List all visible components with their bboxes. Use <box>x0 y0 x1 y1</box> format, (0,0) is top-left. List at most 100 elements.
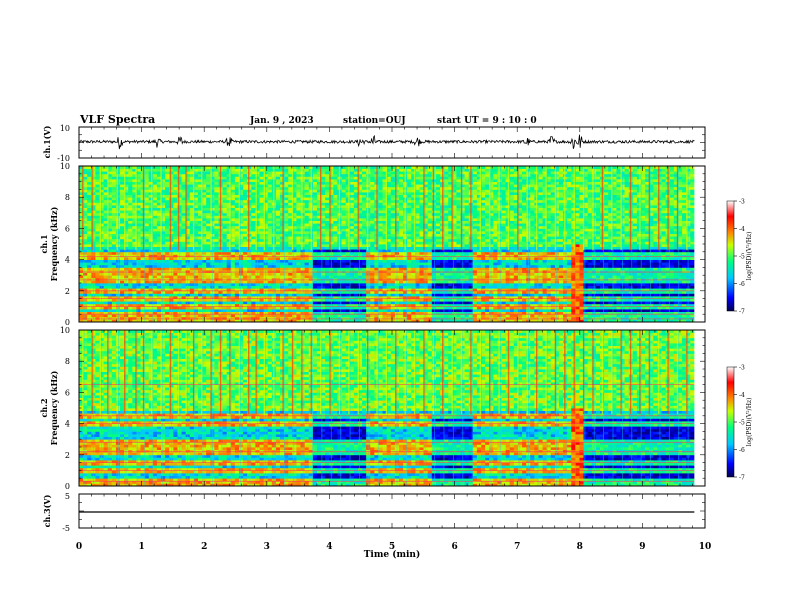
spectrogram-cell <box>333 210 338 213</box>
spectrogram-cell <box>288 275 293 278</box>
spectrogram-cell <box>218 309 223 312</box>
spectrogram-cell <box>333 254 338 257</box>
spectrogram-cell <box>132 301 137 304</box>
spectrogram-cell <box>403 254 408 257</box>
spectrogram-cell <box>305 299 310 302</box>
spectrogram-cell <box>366 301 371 304</box>
spectrogram-cell <box>145 179 150 182</box>
spectrogram-cell <box>227 283 232 286</box>
spectrogram-cell <box>276 169 281 172</box>
spectrogram-cell <box>190 280 195 283</box>
spectrogram-cell <box>296 174 301 177</box>
spectrogram-cell <box>128 270 133 273</box>
spectrogram-cell <box>305 187 310 190</box>
spectrogram-cell <box>272 254 277 257</box>
spectrogram-cell <box>165 197 170 200</box>
spectrogram-cell <box>305 202 310 205</box>
spectrogram-cell <box>235 260 240 263</box>
spectrogram-cell <box>87 293 92 296</box>
spectrogram-cell <box>218 254 223 257</box>
spectrogram-cell <box>153 249 158 252</box>
spectrogram-cell <box>120 182 125 185</box>
spectrogram-cell <box>182 252 187 255</box>
spectrogram-cell <box>342 291 347 294</box>
spectrogram-cell <box>247 231 252 234</box>
spectrogram-cell <box>296 306 301 309</box>
spectrogram-cell <box>399 187 404 190</box>
spectrogram-cell <box>247 262 252 265</box>
spectrogram-cell <box>346 257 351 260</box>
spectrogram-cell <box>145 231 150 234</box>
spectrogram-cell <box>370 299 375 302</box>
spectrogram-cell <box>280 228 285 231</box>
spectrogram-cell <box>305 213 310 216</box>
spectrogram-cell <box>280 210 285 213</box>
spectrogram-cell <box>403 301 408 304</box>
spectrogram-cell <box>403 314 408 317</box>
spectrogram-cell <box>173 265 178 268</box>
spectrogram-cell <box>251 244 256 247</box>
spectrogram-cell <box>280 317 285 320</box>
spectrogram-cell <box>280 247 285 250</box>
spectrogram-cell <box>370 293 375 296</box>
spectrogram-cell <box>87 231 92 234</box>
spectrogram-cell <box>214 280 219 283</box>
spectrogram-cell <box>276 260 281 263</box>
spectrogram-cell <box>288 280 293 283</box>
spectrogram-cell <box>358 283 363 286</box>
spectrogram-cell <box>333 171 338 174</box>
spectrogram-cell <box>128 208 133 211</box>
spectrogram-cell <box>366 252 371 255</box>
spectrogram-cell <box>333 293 338 296</box>
spectrogram-cell <box>198 280 203 283</box>
spectrogram-cell <box>296 273 301 276</box>
spectrogram-cell <box>165 226 170 229</box>
spectrogram-cell <box>247 169 252 172</box>
spectrogram-cell <box>235 283 240 286</box>
spectrogram-cell <box>153 241 158 244</box>
spectrogram-cell <box>190 283 195 286</box>
spectrogram-cell <box>313 309 318 312</box>
spectrogram-cell <box>251 317 256 320</box>
spectrogram-cell <box>153 270 158 273</box>
spectrogram-cell <box>145 171 150 174</box>
spectrogram-cell <box>87 252 92 255</box>
spectrogram-cell <box>333 247 338 250</box>
spectrogram-cell <box>95 309 100 312</box>
spectrogram-cell <box>223 280 228 283</box>
spectrogram-cell <box>214 252 219 255</box>
spectrogram-cell <box>243 267 248 270</box>
spectrogram-cell <box>87 208 92 211</box>
spectrogram-cell <box>108 252 113 255</box>
spectrogram-cell <box>358 301 363 304</box>
spectrogram-cell <box>276 267 281 270</box>
spectrogram-cell <box>305 291 310 294</box>
spectrogram-cell <box>79 262 84 265</box>
spectrogram-cell <box>276 293 281 296</box>
spectrogram-cell <box>223 205 228 208</box>
spectrogram-cell <box>370 301 375 304</box>
spectrogram-cell <box>214 171 219 174</box>
spectrogram-cell <box>173 208 178 211</box>
spectrogram-cell <box>337 260 342 263</box>
spectrogram-cell <box>407 179 412 182</box>
spectrogram-cell <box>296 226 301 229</box>
spectrogram-cell <box>243 231 248 234</box>
spectrogram-cell <box>366 174 371 177</box>
spectrogram-cell <box>391 244 396 247</box>
spectrogram-cell <box>288 252 293 255</box>
spectrogram-cell <box>280 171 285 174</box>
spectrogram-cell <box>186 306 191 309</box>
spectrogram-cell <box>165 221 170 224</box>
spectrogram-cell <box>165 171 170 174</box>
spectrogram-cell <box>214 293 219 296</box>
spectrogram-cell <box>128 215 133 218</box>
spectrogram-cell <box>399 286 404 289</box>
spectrogram-cell <box>370 244 375 247</box>
spectrogram-cell <box>346 182 351 185</box>
spectrogram-cell <box>79 283 84 286</box>
spectrogram-cell <box>325 275 330 278</box>
spectrogram-cell <box>276 306 281 309</box>
spectrogram-cell <box>391 301 396 304</box>
spectrogram-cell <box>366 270 371 273</box>
